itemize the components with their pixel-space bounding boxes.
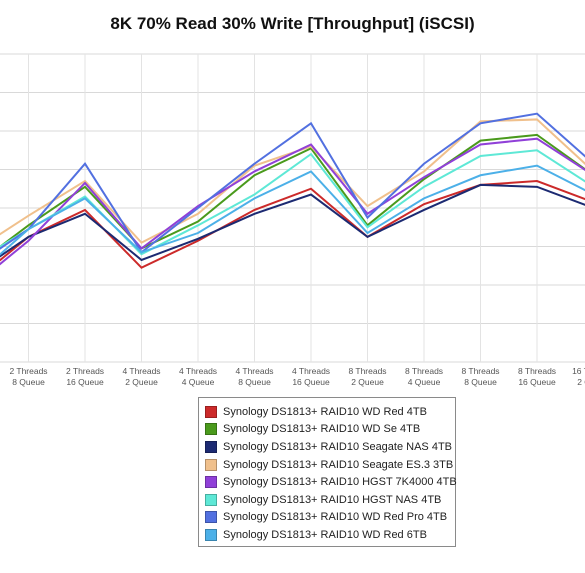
legend-item: Synology DS1813+ RAID10 WD Red 6TB — [205, 526, 455, 544]
series-line-8 — [0, 164, 585, 256]
legend-label: Synology DS1813+ RAID10 HGST 7K4000 4TB — [223, 476, 457, 489]
x-tick-label: 4 Threads 16 Queue — [292, 366, 330, 387]
legend-label: Synology DS1813+ RAID10 WD Se 4TB — [223, 423, 421, 436]
legend-label: Synology DS1813+ RAID10 WD Red 4TB — [223, 405, 427, 418]
legend-swatch — [205, 440, 217, 453]
x-tick-label: 8 Threads 2 Queue — [348, 366, 386, 387]
legend-swatch — [205, 528, 217, 541]
chart-title: 8K 70% Read 30% Write [Throughput] (iSCS… — [110, 14, 475, 33]
legend-item: Synology DS1813+ RAID10 WD Red 4TB — [205, 403, 455, 421]
legend-swatch — [205, 423, 217, 436]
x-tick-label: 4 Threads 8 Queue — [235, 366, 273, 387]
series-line-4 — [0, 118, 585, 244]
legend-swatch — [205, 476, 217, 489]
x-tick-label: 8 Threads 8 Queue — [461, 366, 499, 387]
legend-label: Synology DS1813+ RAID10 WD Red 6TB — [223, 528, 427, 541]
series-line-6 — [0, 149, 585, 256]
series-line-5 — [0, 137, 585, 266]
legend-label: Synology DS1813+ RAID10 Seagate NAS 4TB — [223, 440, 452, 453]
x-tick-label: 2 Threads 8 Queue — [9, 366, 47, 387]
series-line-7 — [0, 112, 585, 254]
legend-swatch — [205, 493, 217, 506]
series-line-2 — [0, 133, 585, 250]
x-tick-label: 8 Threads 4 Queue — [405, 366, 443, 387]
legend-item: Synology DS1813+ RAID10 Seagate ES.3 3TB — [205, 456, 455, 474]
series-line-1 — [0, 180, 585, 269]
x-tick-label: 4 Threads 2 Queue — [122, 366, 160, 387]
x-tick-label: 8 Threads 16 Queue — [518, 366, 556, 387]
x-tick-label: 2 Threads 16 Queue — [66, 366, 104, 387]
legend-label: Synology DS1813+ RAID10 HGST NAS 4TB — [223, 493, 442, 506]
legend-item: Synology DS1813+ RAID10 Seagate NAS 4TB — [205, 438, 455, 456]
legend-item: Synology DS1813+ RAID10 WD Se 4TB — [205, 421, 455, 439]
chart-legend: Synology DS1813+ RAID10 WD Red 4TB Synolo… — [198, 397, 457, 547]
legend-swatch — [205, 405, 217, 418]
legend-label: Synology DS1813+ RAID10 Seagate ES.3 3TB — [223, 458, 454, 471]
series-line-3 — [0, 183, 585, 262]
legend-item: Synology DS1813+ RAID10 HGST 7K4000 4TB — [205, 473, 457, 491]
legend-item: Synology DS1813+ RAID10 WD Red Pro 4TB — [205, 509, 455, 527]
legend-label: Synology DS1813+ RAID10 WD Red Pro 4TB — [223, 511, 448, 524]
legend-item: Synology DS1813+ RAID10 HGST NAS 4TB — [205, 491, 455, 509]
legend-swatch — [205, 458, 217, 471]
x-tick-label: 4 Threads 4 Queue — [179, 366, 217, 387]
legend-swatch — [205, 511, 217, 524]
